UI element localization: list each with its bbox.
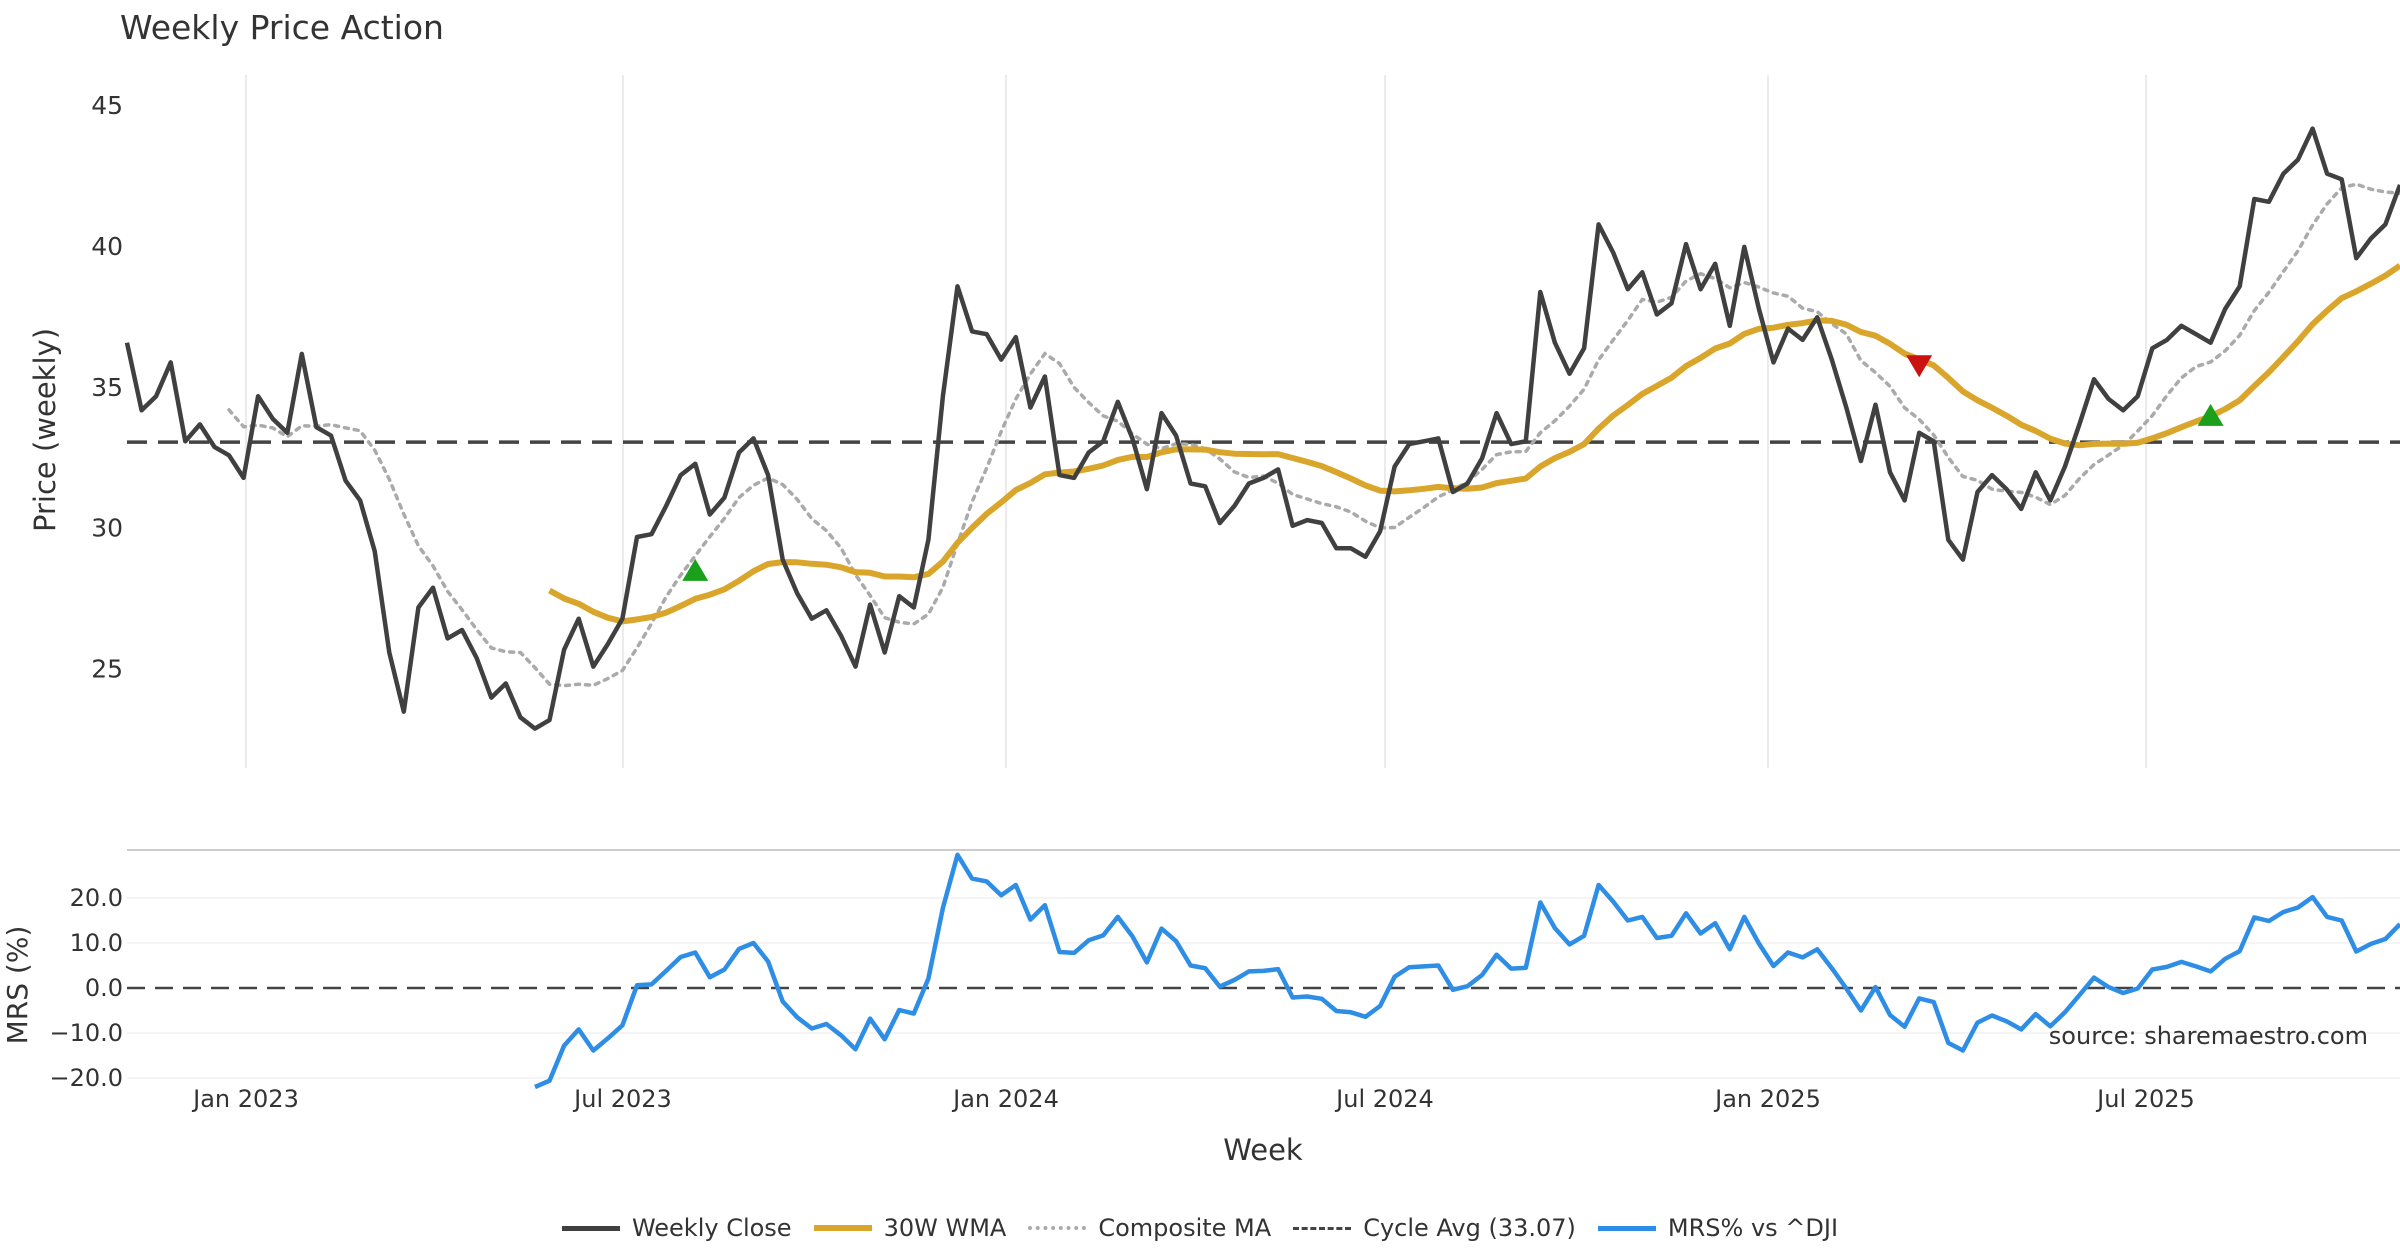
y-axis-label-price: Price (weekly) [28, 328, 62, 532]
legend-swatch-mrs [1597, 1225, 1656, 1231]
y-tick-label-price-0: 25 [91, 654, 123, 683]
x-tick-label-3: Jul 2024 [1334, 1085, 1434, 1113]
x-tick-label-0: Jan 2023 [191, 1085, 299, 1113]
y-tick-label-mrs-0: 20.0 [70, 884, 123, 912]
legend-label-composite-ma: Composite MA [1098, 1214, 1272, 1242]
chart-title: Weekly Price Action [120, 8, 444, 47]
x-tick-label-4: Jan 2025 [1713, 1085, 1821, 1113]
y-axis-label-mrs: MRS (%) [1, 926, 34, 1045]
chart-legend: Weekly Close 30W WMA Composite MA Cycle … [0, 1208, 2400, 1248]
weekly-close-line [124, 126, 2400, 731]
y-tick-label-price-1: 30 [91, 514, 123, 543]
legend-swatch-wma [813, 1225, 872, 1231]
wma-line [548, 263, 2400, 625]
legend-item-cycle-avg: Cycle Avg (33.07) [1293, 1214, 1576, 1242]
y-tick-label-price-2: 35 [91, 373, 123, 402]
signal-marker-buy-2 [2197, 403, 2224, 426]
chart-svg: 25 30 35 40 45 Price (weekly) 20.0 10.0 0.0 −10.0… [1, 75, 2400, 1167]
legend-item-mrs: MRS% vs ^DJI [1597, 1214, 1839, 1242]
legend-swatch-composite-ma [1028, 1226, 1087, 1230]
legend-item-composite-ma: Composite MA [1028, 1214, 1271, 1242]
legend-item-weekly-close: Weekly Close [561, 1214, 792, 1242]
legend-label-mrs: MRS% vs ^DJI [1667, 1214, 1839, 1242]
legend-label-wma: 30W WMA [883, 1214, 1007, 1242]
legend-item-wma: 30W WMA [813, 1214, 1007, 1242]
y-tick-label-mrs-2: 0.0 [85, 974, 123, 1002]
composite-ma-line [227, 182, 2400, 688]
x-tick-label-2: Jan 2024 [951, 1085, 1059, 1113]
x-tick-label-5: Jul 2025 [2095, 1085, 2195, 1113]
y-tick-label-mrs-1: 10.0 [70, 929, 123, 957]
source-label: source: sharemaestro.com [2049, 1022, 2368, 1050]
signal-marker-buy-0 [682, 558, 709, 581]
legend-label-weekly-close: Weekly Close [631, 1214, 792, 1242]
legend-swatch-cycle-avg [1293, 1226, 1352, 1230]
legend-label-cycle-avg: Cycle Avg (33.07) [1363, 1214, 1576, 1242]
x-axis-label: Week [1223, 1133, 1303, 1167]
y-tick-label-price-4: 45 [91, 91, 123, 120]
y-tick-label-mrs-4: −20.0 [49, 1064, 123, 1092]
x-tick-label-1: Jul 2023 [572, 1085, 672, 1113]
mrs-line [534, 852, 2400, 1090]
y-tick-label-price-3: 40 [91, 232, 123, 261]
legend-swatch-weekly-close [561, 1225, 620, 1231]
signal-marker-sell-1 [1906, 355, 1933, 378]
y-tick-label-mrs-3: −10.0 [49, 1019, 123, 1047]
